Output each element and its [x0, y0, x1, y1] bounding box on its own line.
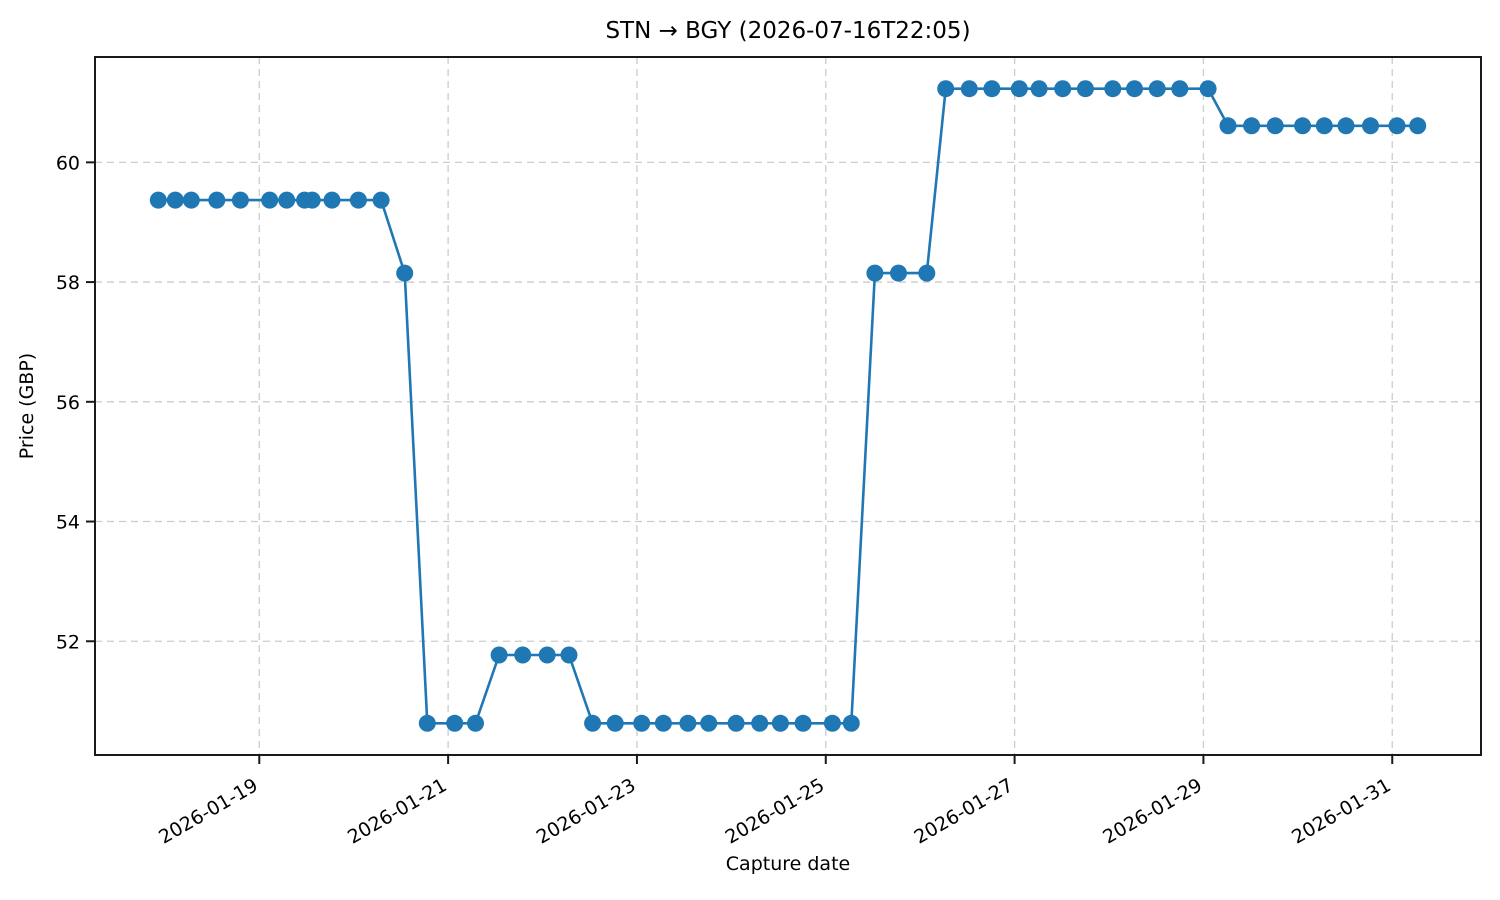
data-point-marker: [490, 646, 508, 664]
data-point-marker: [700, 714, 718, 732]
data-point-marker: [149, 191, 167, 209]
data-point-marker: [1315, 117, 1333, 135]
data-point-marker: [1388, 117, 1406, 135]
data-point-marker: [633, 714, 651, 732]
data-point-marker: [1076, 80, 1094, 98]
tick-layer: 2026-01-19 2026-01-21 2026-01-23 2026-01-25…: [56, 152, 1395, 848]
data-point-marker: [654, 714, 672, 732]
x-tick-label: 2026-01-19: [155, 774, 262, 848]
data-point-marker: [396, 264, 414, 282]
data-point-marker: [960, 80, 978, 98]
data-point-marker: [890, 264, 907, 282]
data-point-marker: [323, 191, 341, 209]
data-point-marker: [1148, 80, 1166, 98]
y-axis-label: Price (GBP): [16, 353, 38, 459]
data-point-marker: [446, 714, 464, 732]
data-point-marker: [727, 714, 745, 732]
data-point-marker: [1266, 117, 1284, 135]
plot-border: [94, 56, 1482, 756]
data-point-marker: [1219, 117, 1237, 135]
data-point-marker: [794, 714, 812, 732]
data-point-marker: [208, 191, 226, 209]
data-point-marker: [560, 646, 578, 664]
data-point-marker: [584, 714, 602, 732]
data-point-marker: [372, 191, 390, 209]
data-point-marker: [1126, 80, 1143, 98]
grid-layer: [95, 57, 1481, 755]
price-line: [157, 87, 1419, 725]
data-point-marker: [866, 264, 884, 282]
y-tick-label: 54: [56, 512, 80, 534]
x-tick-label: 2026-01-29: [1099, 774, 1206, 848]
data-point-marker: [418, 714, 436, 732]
data-point-marker: [918, 264, 936, 282]
data-point-marker: [1104, 80, 1122, 98]
data-point-marker: [1337, 117, 1355, 135]
x-tick-label: 2026-01-27: [910, 774, 1017, 848]
data-point-marker: [679, 714, 697, 732]
data-point-marker: [751, 714, 769, 732]
y-tick-label: 52: [56, 631, 80, 653]
y-tick-label: 56: [56, 392, 80, 414]
data-series-layer: [149, 80, 1427, 732]
x-axis-label: Capture date: [726, 853, 850, 875]
data-point-marker: [261, 191, 279, 209]
x-tick-label: 2026-01-23: [533, 774, 640, 848]
data-point-marker: [1030, 80, 1048, 98]
y-tick-label: 58: [56, 272, 80, 294]
data-point-marker: [514, 646, 532, 664]
data-point-marker: [842, 714, 860, 732]
data-point-marker: [538, 646, 556, 664]
data-point-marker: [303, 191, 321, 209]
data-point-marker: [467, 714, 484, 732]
x-tick-label: 2026-01-21: [344, 774, 451, 848]
data-point-marker: [606, 714, 624, 732]
data-point-marker: [1171, 80, 1189, 98]
data-point-marker: [771, 714, 789, 732]
data-point-marker: [937, 80, 955, 98]
data-point-marker: [1243, 117, 1261, 135]
data-point-marker: [349, 191, 367, 209]
data-point-marker: [1199, 80, 1217, 98]
spine-layer: [94, 56, 1482, 756]
data-point-marker: [823, 714, 841, 732]
x-tick-label: 2026-01-31: [1288, 774, 1395, 848]
data-point-marker: [1409, 117, 1427, 135]
data-point-marker: [231, 191, 249, 209]
data-point-marker: [182, 191, 200, 209]
data-point-marker: [166, 191, 184, 209]
data-point-marker: [1010, 80, 1028, 98]
x-tick-label: 2026-01-25: [722, 774, 829, 848]
data-point-marker: [278, 191, 296, 209]
data-point-marker: [983, 80, 1001, 98]
y-tick-label: 60: [56, 152, 80, 174]
data-point-marker: [1054, 80, 1072, 98]
chart-title: STN → BGY (2026-07-16T22:05): [605, 18, 970, 44]
data-point-marker: [1294, 117, 1312, 135]
data-point-marker: [1362, 117, 1379, 135]
